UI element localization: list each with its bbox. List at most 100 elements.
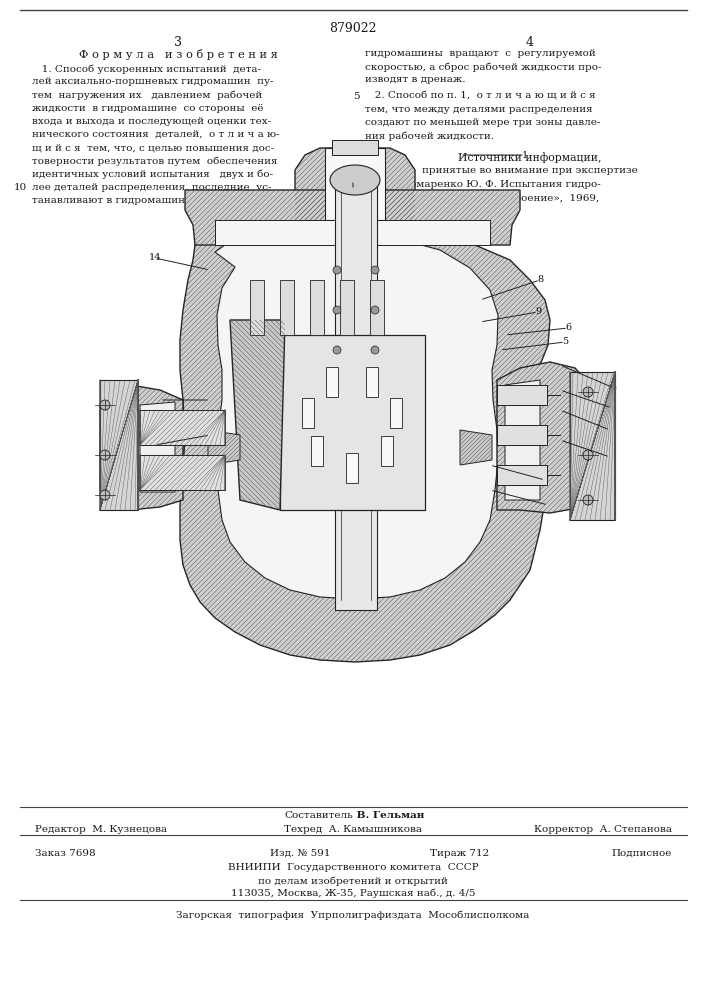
Text: 13: 13	[542, 500, 554, 510]
Text: Изд. № 591: Изд. № 591	[270, 849, 330, 858]
Text: 3: 3	[609, 403, 615, 412]
Text: Загорская  типография  Упрполиграфиздата  Мособлисполкома: Загорская типография Упрполиграфиздата М…	[176, 910, 530, 920]
Bar	[346, 453, 358, 483]
Polygon shape	[140, 402, 175, 492]
Bar	[280, 335, 425, 510]
Polygon shape	[208, 430, 240, 465]
Text: жидкости  в гидромашине  со стороны  её: жидкости в гидромашине со стороны её	[32, 104, 264, 113]
Text: 6: 6	[565, 324, 571, 332]
Bar	[302, 398, 314, 428]
Bar	[335, 180, 377, 610]
Bar	[140, 410, 225, 445]
Text: Источники информации,: Источники информации,	[458, 152, 602, 163]
Circle shape	[371, 266, 379, 274]
Text: нического состояния  деталей,  о т л и ч а ю-: нического состояния деталей, о т л и ч а…	[32, 130, 280, 139]
Text: Заказ 7698: Заказ 7698	[35, 849, 95, 858]
Polygon shape	[180, 220, 550, 662]
Text: танавливают в гидромашине пакетом,  вал: танавливают в гидромашине пакетом, вал	[32, 196, 269, 205]
Text: ния рабочей жидкости.: ния рабочей жидкости.	[365, 131, 494, 141]
Circle shape	[333, 266, 341, 274]
Text: 2. Способ по п. 1,  о т л и ч а ю щ и й с я: 2. Способ по п. 1, о т л и ч а ю щ и й с…	[365, 92, 595, 101]
Text: Ф о р м у л а   и з о б р е т е н и я: Ф о р м у л а и з о б р е т е н и я	[78, 49, 277, 60]
Circle shape	[100, 400, 110, 410]
Text: 8: 8	[537, 275, 543, 284]
Text: 15: 15	[347, 176, 359, 184]
Text: 7: 7	[607, 452, 613, 462]
Circle shape	[100, 450, 110, 460]
Text: Корректор  А. Степанова: Корректор А. Степанова	[534, 825, 672, 834]
Text: тем  нагружения их   давлением  рабочей: тем нагружения их давлением рабочей	[32, 90, 262, 100]
Text: 1. Пономаренко Ю. Ф. Испытания гидро-: 1. Пономаренко Ю. Ф. Испытания гидро-	[365, 180, 601, 189]
Circle shape	[583, 387, 593, 397]
Circle shape	[333, 306, 341, 314]
Text: Редактор  М. Кузнецова: Редактор М. Кузнецова	[35, 825, 167, 834]
Text: товерности результатов путем  обеспечения: товерности результатов путем обеспечения	[32, 156, 278, 166]
Bar	[280, 280, 294, 335]
Text: 14: 14	[148, 253, 161, 262]
Polygon shape	[215, 220, 490, 245]
Text: входа и выхода и последующей оценки тех-: входа и выхода и последующей оценки тех-	[32, 117, 271, 126]
Bar	[497, 465, 547, 485]
Text: лее деталей распределения, последние  ус-: лее деталей распределения, последние ус-	[32, 183, 271, 192]
Text: лей аксиально-поршневых гидромашин  пу-: лей аксиально-поршневых гидромашин пу-	[32, 77, 274, 86]
Text: изводят в дренаж.: изводят в дренаж.	[365, 75, 465, 84]
Text: 5: 5	[354, 92, 360, 101]
Polygon shape	[497, 362, 590, 513]
Circle shape	[333, 346, 341, 354]
Text: 9: 9	[535, 308, 541, 316]
Bar	[340, 280, 354, 335]
Polygon shape	[100, 385, 183, 510]
Bar	[497, 385, 547, 405]
Text: передач.    М.,  «Машиностроение»,  1969,: передач. М., «Машиностроение», 1969,	[365, 194, 600, 203]
Circle shape	[100, 490, 110, 500]
Text: с. 148.: с. 148.	[365, 207, 400, 216]
Bar	[381, 436, 393, 466]
Text: 2: 2	[607, 426, 613, 434]
Bar	[311, 436, 323, 466]
Bar	[366, 367, 378, 397]
Text: 5: 5	[562, 338, 568, 347]
Text: Подписное: Подписное	[612, 849, 672, 858]
Bar	[250, 280, 264, 335]
Text: 10: 10	[13, 183, 27, 192]
Polygon shape	[185, 190, 520, 245]
Circle shape	[583, 495, 593, 505]
Polygon shape	[230, 320, 285, 510]
Circle shape	[371, 346, 379, 354]
Text: тем, что между деталями распределения: тем, что между деталями распределения	[365, 105, 592, 114]
Text: Тираж 712: Тираж 712	[430, 849, 489, 858]
Text: Техред  А. Камышникова: Техред А. Камышникова	[284, 825, 422, 834]
Polygon shape	[505, 380, 540, 500]
Text: 1: 1	[522, 150, 528, 159]
Text: Составитель: Составитель	[284, 811, 353, 820]
Polygon shape	[295, 148, 415, 220]
Polygon shape	[215, 232, 498, 599]
Text: скоростью, а сброс рабочей жидкости про-: скоростью, а сброс рабочей жидкости про-	[365, 62, 602, 72]
Text: 4: 4	[526, 36, 534, 49]
Bar	[327, 367, 339, 397]
Text: по делам изобретений и открытий: по делам изобретений и открытий	[258, 876, 448, 886]
Circle shape	[583, 450, 593, 460]
Bar	[497, 425, 547, 445]
Text: ВНИИПИ  Государственного комитета  СССР: ВНИИПИ Государственного комитета СССР	[228, 863, 479, 872]
Text: 879022: 879022	[329, 22, 377, 35]
Bar	[325, 148, 385, 220]
Bar	[370, 280, 384, 335]
Bar	[332, 140, 378, 155]
Text: 11: 11	[148, 440, 161, 450]
Bar	[100, 380, 138, 510]
Text: создают по меньшей мере три зоны давле-: создают по меньшей мере три зоны давле-	[365, 118, 600, 127]
Bar	[570, 372, 615, 520]
Bar	[390, 398, 402, 428]
Text: принятые во внимание при экспертизе: принятые во внимание при экспертизе	[422, 166, 638, 175]
Ellipse shape	[330, 165, 380, 195]
Text: 4: 4	[611, 383, 617, 392]
Circle shape	[371, 306, 379, 314]
Text: 12: 12	[539, 476, 551, 485]
Text: 10: 10	[154, 395, 166, 404]
Text: 1. Способ ускоренных испытаний  дета-: 1. Способ ускоренных испытаний дета-	[32, 64, 261, 74]
Bar	[310, 280, 324, 335]
Text: 113035, Москва, Ж-35, Раушская наб., д. 4/5: 113035, Москва, Ж-35, Раушская наб., д. …	[230, 889, 475, 898]
Text: идентичных условий испытания   двух и бо-: идентичных условий испытания двух и бо-	[32, 170, 273, 179]
Text: гидромашины  вращают  с  регулируемой: гидромашины вращают с регулируемой	[365, 49, 596, 58]
